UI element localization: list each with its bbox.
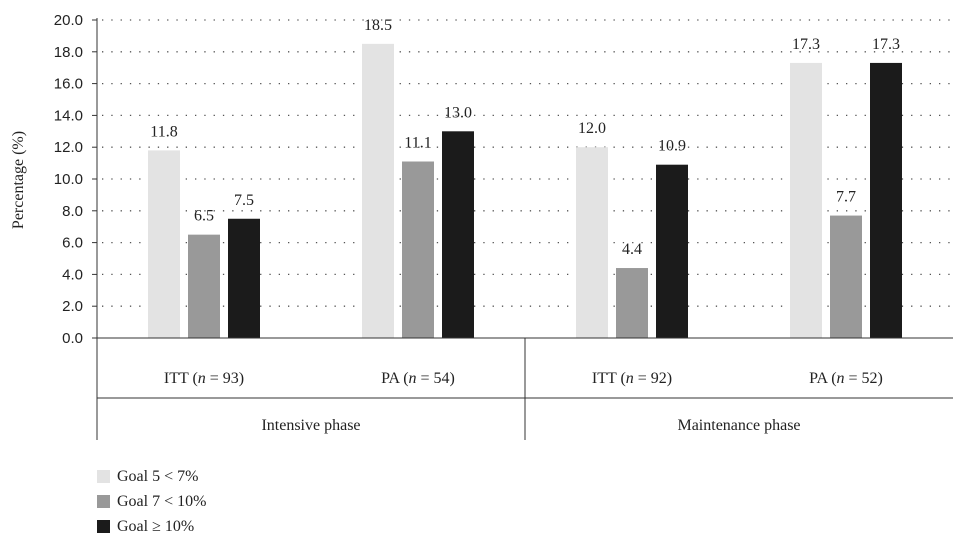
bar	[870, 62, 902, 339]
legend-swatch	[97, 470, 110, 483]
data-label: 11.8	[150, 123, 177, 140]
x-group-label: Intensive phase	[261, 417, 360, 434]
bar	[362, 43, 394, 338]
data-label: 12.0	[578, 120, 606, 137]
legend-label: Goal 7 < 10%	[117, 492, 207, 510]
y-tick-label: 8.0	[62, 203, 83, 220]
x-category-label: ITT (n = 92)	[592, 370, 672, 387]
data-label: 6.5	[194, 208, 214, 225]
legend-swatch	[97, 495, 110, 508]
x-category-label: PA (n = 52)	[809, 370, 883, 387]
legend-label: Goal ≥ 10%	[117, 517, 195, 535]
bar	[790, 62, 822, 339]
data-label: 7.7	[836, 189, 856, 206]
legend-label: Goal 5 < 7%	[117, 467, 199, 485]
data-labels: 11.8 6.5 7.5 18.5 11.1 13.0 12.0 4.4 10.9 17.3 7.7…	[150, 17, 900, 258]
y-tick-label: 20.0	[54, 12, 83, 29]
y-tick-label: 0.0	[62, 330, 83, 347]
data-label: 17.3	[872, 36, 900, 53]
legend-swatch	[97, 520, 110, 533]
y-tick-label: 18.0	[54, 44, 83, 61]
axes	[96, 18, 953, 440]
y-tick-label: 12.0	[54, 139, 83, 156]
y-tick-label: 16.0	[54, 76, 83, 93]
category-labels: ITT (n = 93) PA (n = 54) ITT (n = 92) PA (n…	[164, 370, 883, 434]
legend-item: Goal 5 < 7%	[97, 464, 206, 489]
bar	[188, 234, 220, 338]
legend: Goal 5 < 7% Goal 7 < 10% Goal ≥ 10%	[97, 464, 206, 539]
y-tick-label: 10.0	[54, 171, 83, 188]
x-category-label: PA (n = 54)	[381, 370, 455, 387]
y-axis-label: Percentage (%)	[10, 131, 27, 229]
data-label: 4.4	[622, 241, 642, 258]
bar	[830, 215, 862, 338]
data-label: 13.0	[444, 104, 472, 121]
x-group-label: Maintenance phase	[677, 417, 800, 434]
bar	[228, 218, 260, 338]
bar	[576, 147, 608, 338]
bar	[656, 164, 688, 338]
bar	[442, 131, 474, 338]
y-tick-label: 14.0	[54, 107, 83, 124]
data-label: 11.1	[404, 135, 431, 152]
bar	[616, 268, 648, 338]
bar	[148, 150, 180, 338]
bar	[402, 161, 434, 338]
legend-item: Goal 7 < 10%	[97, 489, 206, 514]
bar-chart: 0.02.04.06.08.010.012.014.016.018.020.0 …	[10, 12, 953, 440]
y-axis-ticks: 0.0 2.0 4.0 6.0 8.0 10.0 12.0 14.0 16.0 18.0 20.0	[54, 12, 97, 347]
data-label: 7.5	[234, 192, 254, 209]
x-category-label: ITT (n = 93)	[164, 370, 244, 387]
data-label: 18.5	[364, 17, 392, 34]
data-label: 10.9	[658, 138, 686, 155]
bars	[148, 43, 902, 339]
legend-item: Goal ≥ 10%	[97, 514, 206, 539]
y-tick-label: 6.0	[62, 235, 83, 252]
y-tick-label: 2.0	[62, 298, 83, 315]
data-label: 17.3	[792, 36, 820, 53]
y-tick-label: 4.0	[62, 266, 83, 283]
